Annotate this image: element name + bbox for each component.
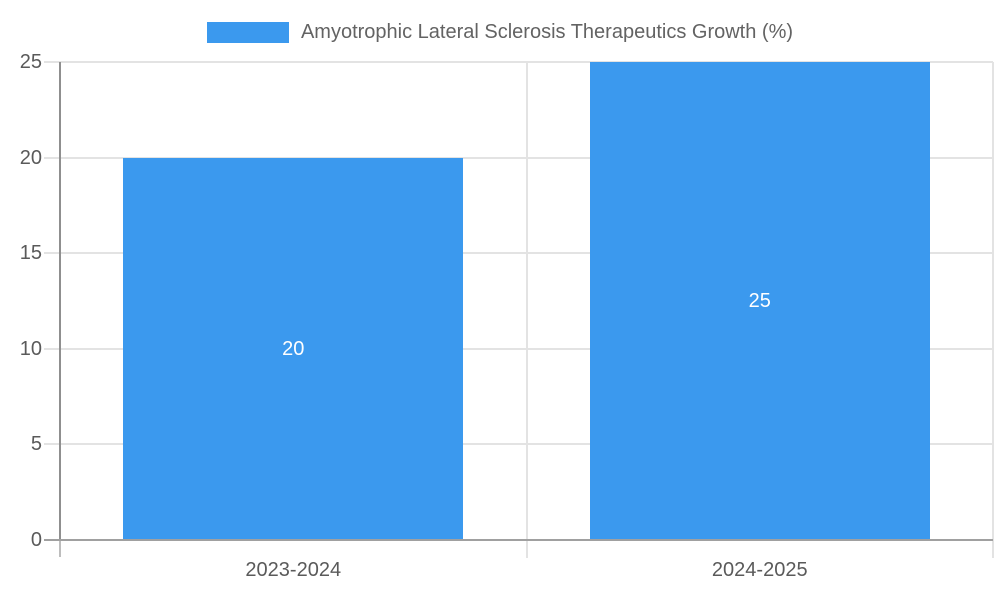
bar[interactable]: 25 xyxy=(589,62,930,540)
bar-value-label: 20 xyxy=(282,337,305,360)
category-divider xyxy=(992,62,994,558)
y-axis-label: 10 xyxy=(19,337,42,360)
category-divider xyxy=(525,62,528,558)
y-axis-tick xyxy=(44,443,60,446)
x-axis-label: 2023-2024 xyxy=(245,559,342,581)
y-axis-label: 5 xyxy=(30,433,42,456)
y-axis-tick xyxy=(44,61,60,63)
y-axis-label: 15 xyxy=(19,242,42,265)
y-axis-label: 20 xyxy=(19,146,42,169)
y-axis-tick xyxy=(44,156,60,159)
y-axis-line xyxy=(59,62,61,540)
x-axis-line xyxy=(44,539,993,541)
y-axis-tick xyxy=(44,347,60,350)
bar[interactable]: 20 xyxy=(123,157,464,540)
y-axis-label: 25 xyxy=(19,51,42,73)
y-axis-label: 0 xyxy=(30,529,42,551)
y-axis-tick xyxy=(44,252,60,255)
x-axis-label: 2024-2025 xyxy=(711,559,808,581)
y-axis-line-below xyxy=(59,541,61,557)
bar-value-label: 25 xyxy=(748,290,771,312)
